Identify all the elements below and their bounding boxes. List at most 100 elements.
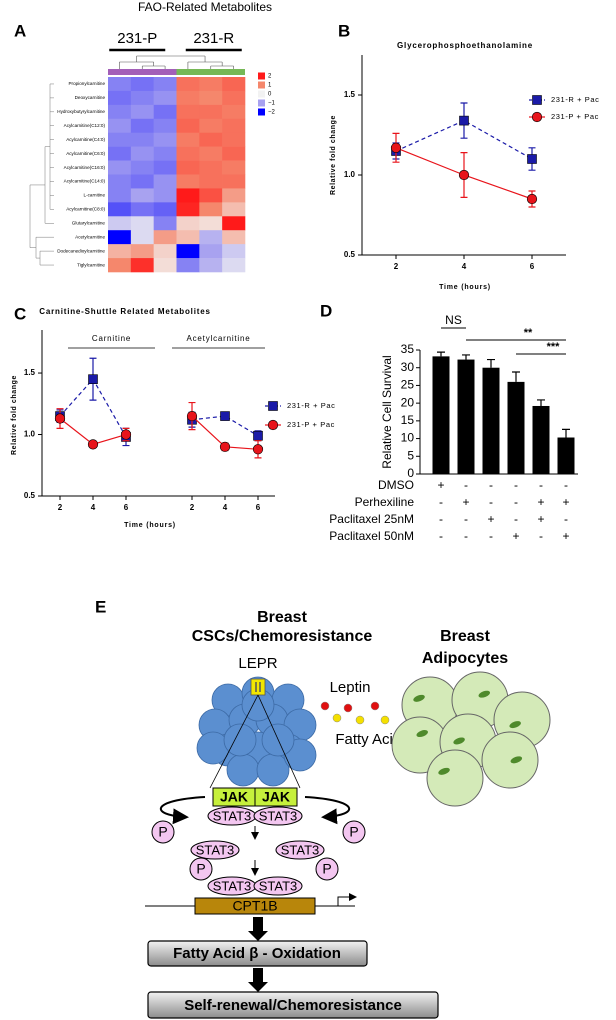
heatmap-cell bbox=[153, 160, 177, 175]
heatmap-cell bbox=[222, 244, 246, 259]
heatmap-cell bbox=[108, 188, 132, 203]
heatmap-cell bbox=[130, 202, 154, 217]
heatmap-cell bbox=[130, 90, 154, 106]
stat3-label: STAT3 bbox=[213, 878, 252, 893]
cell-body bbox=[223, 723, 257, 757]
table-row-label: Paclitaxel 50nM bbox=[329, 529, 414, 543]
row-label: Glutarylcarnitine bbox=[72, 220, 106, 225]
table-row-label: Perhexiline bbox=[355, 495, 415, 509]
colorbar-label: −2 bbox=[268, 110, 276, 116]
marker bbox=[458, 169, 470, 181]
table-row-label: Paclitaxel 25nM bbox=[329, 512, 414, 526]
y-tick-label: 1.0 bbox=[24, 430, 36, 439]
table-mark: + bbox=[437, 478, 444, 492]
table-mark: - bbox=[539, 529, 543, 543]
table-mark: - bbox=[439, 495, 443, 509]
ligand-dot bbox=[370, 701, 380, 711]
x-tick-label: 6 bbox=[256, 503, 261, 512]
heatmap-cell bbox=[176, 132, 200, 147]
heatmap-cell bbox=[130, 216, 154, 231]
colorbar-label: 2 bbox=[268, 74, 272, 80]
curved-arrow bbox=[159, 796, 206, 825]
heatmap-cell bbox=[199, 118, 223, 134]
adipocyte-nucleus bbox=[453, 737, 465, 745]
adipocyte bbox=[426, 749, 484, 807]
group-label: Acetylcarnitine bbox=[186, 334, 250, 343]
colorbar-label: 1 bbox=[268, 83, 272, 89]
adipocyte-nucleus bbox=[413, 694, 425, 702]
table-mark: - bbox=[464, 512, 468, 526]
heatmap-cell bbox=[222, 146, 246, 161]
table-mark: - bbox=[539, 478, 543, 492]
heatmap-cell bbox=[199, 146, 223, 161]
row-label: Acylcarnitine(C12:0) bbox=[64, 123, 106, 128]
table-mark: - bbox=[439, 529, 443, 543]
adipocyte bbox=[481, 731, 539, 789]
bar bbox=[482, 367, 500, 474]
y-tick-label: 5 bbox=[407, 448, 414, 462]
heatmap-cell bbox=[153, 104, 177, 120]
x-tick-label: 2 bbox=[58, 503, 63, 512]
phospho bbox=[151, 820, 175, 844]
y-tick-label: 1.5 bbox=[344, 90, 356, 99]
table-mark: - bbox=[464, 478, 468, 492]
series-line bbox=[395, 119, 533, 160]
heatmap-cell bbox=[222, 90, 246, 106]
heatmap-cell bbox=[176, 258, 200, 273]
table-mark: - bbox=[489, 529, 493, 543]
gene-box bbox=[194, 897, 316, 915]
heatmap-cell bbox=[108, 104, 132, 120]
heatmap-cell bbox=[176, 202, 200, 217]
ligand-dot bbox=[355, 715, 365, 725]
heatmap-cell bbox=[130, 230, 154, 245]
table-mark: - bbox=[514, 478, 518, 492]
error-bar bbox=[512, 371, 520, 382]
row-label: Dodecanedioylcarnitine bbox=[57, 248, 105, 253]
y-tick-label: 20 bbox=[401, 395, 415, 409]
heatmap-cell bbox=[199, 188, 223, 203]
heatmap-cell bbox=[153, 202, 177, 217]
panel-letter: B bbox=[338, 21, 350, 40]
heatmap-cell bbox=[108, 258, 132, 273]
series-line bbox=[59, 378, 259, 438]
group-strip bbox=[176, 69, 245, 75]
table-mark: + bbox=[562, 495, 569, 509]
x-axis-label: Time (hours) bbox=[124, 522, 176, 529]
adipocyte-nucleus bbox=[438, 767, 450, 775]
row-label: Acetylcarnitine bbox=[75, 234, 105, 239]
error-bar bbox=[462, 354, 470, 360]
heatmap-cell bbox=[130, 132, 154, 147]
heatmap-cell bbox=[108, 216, 132, 231]
heatmap-cell bbox=[222, 230, 246, 245]
row-label: L-carnitine bbox=[84, 193, 106, 198]
colorbar-label: 0 bbox=[268, 92, 272, 98]
phospho bbox=[315, 857, 339, 881]
heatmap-cell bbox=[108, 174, 132, 189]
heatmap-cell bbox=[130, 174, 154, 189]
x-tick-label: 6 bbox=[124, 503, 129, 512]
phospho-label: P bbox=[158, 824, 167, 840]
bar bbox=[457, 359, 475, 474]
marker bbox=[87, 439, 99, 450]
heatmap-cell bbox=[108, 77, 132, 92]
heatmap-cell bbox=[176, 118, 200, 134]
y-tick-label: 0.5 bbox=[24, 491, 36, 500]
heatmap-cell bbox=[176, 174, 200, 189]
heatmap-cell bbox=[199, 258, 223, 273]
table-mark: - bbox=[489, 478, 493, 492]
step-label: Fatty Acid β - Oxidation bbox=[173, 945, 341, 962]
marker bbox=[531, 111, 543, 123]
heatmap-cell bbox=[108, 146, 132, 161]
marker bbox=[532, 95, 542, 105]
marker bbox=[459, 115, 469, 126]
table-mark: + bbox=[537, 512, 544, 526]
y-tick-label: 30 bbox=[401, 360, 415, 374]
chart-title: FAO-Related Metabolites bbox=[138, 0, 272, 14]
heatmap-cell bbox=[199, 244, 223, 259]
ligand-dot bbox=[320, 701, 330, 711]
heatmap-cell bbox=[222, 77, 246, 92]
heatmap-cell bbox=[108, 118, 132, 134]
colorbar-key bbox=[258, 99, 265, 107]
heatmap-cell bbox=[108, 230, 132, 245]
heatmap-cell bbox=[130, 77, 154, 92]
